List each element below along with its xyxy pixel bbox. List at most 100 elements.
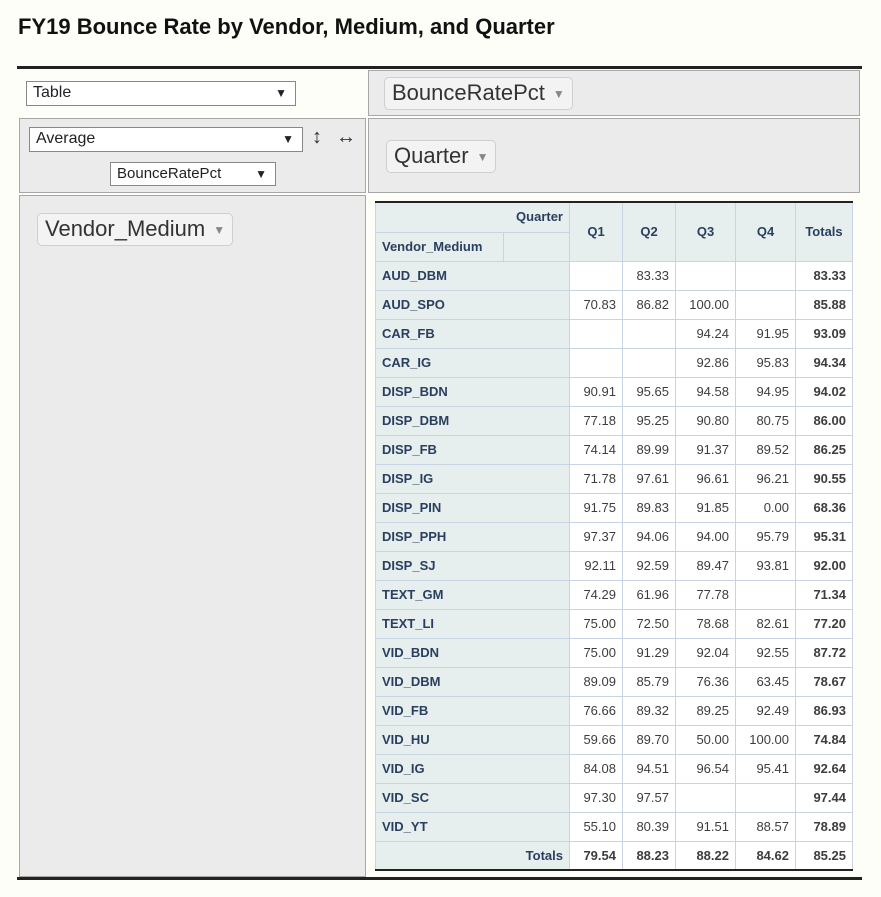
row-label: VID_YT bbox=[375, 811, 570, 842]
row-attr-header-spacer bbox=[503, 231, 570, 262]
table-cell: 80.39 bbox=[622, 811, 676, 842]
row-label: TEXT_GM bbox=[375, 579, 570, 610]
table-cell: 94.06 bbox=[622, 521, 676, 552]
table-cell: 77.78 bbox=[675, 579, 736, 610]
col-order-toggle-icon[interactable]: ↔ bbox=[336, 126, 356, 148]
row-label: VID_BDN bbox=[375, 637, 570, 668]
table-cell: 90.80 bbox=[675, 405, 736, 436]
col-header-q4: Q4 bbox=[735, 201, 796, 262]
row-total: 77.20 bbox=[795, 608, 853, 639]
row-label: TEXT_LI bbox=[375, 608, 570, 639]
table-cell: 95.41 bbox=[735, 753, 796, 784]
table-cell: 95.79 bbox=[735, 521, 796, 552]
table-cell: 78.68 bbox=[675, 608, 736, 639]
table-row: VID_HU 59.66 89.70 50.00 100.00 74.84 bbox=[375, 724, 853, 755]
table-cell bbox=[622, 347, 676, 378]
row-total: 94.34 bbox=[795, 347, 853, 378]
row-label: CAR_IG bbox=[375, 347, 570, 378]
table-corner bbox=[375, 201, 504, 233]
aggregator-select-value: Average bbox=[36, 130, 96, 147]
attribute-pill-bounceratepct[interactable]: BounceRatePct ▼ bbox=[384, 77, 573, 111]
table-row: DISP_FB 74.14 89.99 91.37 89.52 86.25 bbox=[375, 434, 853, 465]
top-divider bbox=[17, 66, 862, 69]
attribute-pill-label: BounceRatePct bbox=[392, 80, 545, 105]
row-label: CAR_FB bbox=[375, 318, 570, 349]
row-label: VID_IG bbox=[375, 753, 570, 784]
row-order-toggle-icon[interactable]: ↕ bbox=[312, 126, 322, 148]
aggregator-attribute-select[interactable]: BounceRatePct ▼ bbox=[110, 162, 276, 186]
attribute-pill-vendor-medium[interactable]: Vendor_Medium ▼ bbox=[37, 213, 234, 247]
table-cell bbox=[569, 347, 623, 378]
table-cell: 63.45 bbox=[735, 666, 796, 697]
table-cell: 94.95 bbox=[735, 376, 796, 407]
table-cell: 92.04 bbox=[675, 637, 736, 668]
row-total: 86.00 bbox=[795, 405, 853, 436]
table-cell: 61.96 bbox=[622, 579, 676, 610]
chevron-down-icon: ▼ bbox=[282, 132, 294, 146]
row-total: 85.88 bbox=[795, 289, 853, 320]
row-label: VID_DBM bbox=[375, 666, 570, 697]
renderer-select-value: Table bbox=[33, 84, 72, 101]
col-total-q2: 88.23 bbox=[622, 840, 676, 871]
row-label: AUD_SPO bbox=[375, 289, 570, 320]
row-label: DISP_DBM bbox=[375, 405, 570, 436]
renderer-select[interactable]: Table ▼ bbox=[26, 81, 296, 106]
attribute-pill-label: Vendor_Medium bbox=[45, 216, 206, 241]
row-total: 90.55 bbox=[795, 463, 853, 494]
table-row: AUD_SPO 70.83 86.82 100.00 85.88 bbox=[375, 289, 853, 320]
table-row: TEXT_LI 75.00 72.50 78.68 82.61 77.20 bbox=[375, 608, 853, 639]
table-cell: 89.99 bbox=[622, 434, 676, 465]
row-label: DISP_SJ bbox=[375, 550, 570, 581]
table-cell: 91.85 bbox=[675, 492, 736, 523]
table-cell: 75.00 bbox=[569, 608, 623, 639]
table-cell: 92.55 bbox=[735, 637, 796, 668]
table-cell: 94.51 bbox=[622, 753, 676, 784]
row-total: 86.93 bbox=[795, 695, 853, 726]
filter-triangle-icon[interactable]: ▼ bbox=[213, 223, 226, 238]
table-row: VID_DBM 89.09 85.79 76.36 63.45 78.67 bbox=[375, 666, 853, 697]
column-attributes-area: Quarter ▼ bbox=[368, 118, 860, 193]
table-cell: 96.21 bbox=[735, 463, 796, 494]
table-cell: 50.00 bbox=[675, 724, 736, 755]
filter-triangle-icon[interactable]: ▼ bbox=[552, 87, 565, 102]
chevron-down-icon: ▼ bbox=[275, 86, 287, 100]
table-cell: 96.61 bbox=[675, 463, 736, 494]
row-attributes-area: Vendor_Medium ▼ bbox=[19, 195, 366, 877]
bottom-divider bbox=[17, 877, 862, 880]
table-cell bbox=[569, 260, 623, 291]
table-cell: 92.49 bbox=[735, 695, 796, 726]
table-cell bbox=[675, 260, 736, 291]
table-cell: 100.00 bbox=[735, 724, 796, 755]
filter-triangle-icon[interactable]: ▼ bbox=[476, 150, 489, 165]
row-total: 92.64 bbox=[795, 753, 853, 784]
col-total-q4: 84.62 bbox=[735, 840, 796, 871]
table-cell: 97.61 bbox=[622, 463, 676, 494]
pivot-table: Quarter Q1 Q2 Q3 Q4 Totals Vendor_Medium… bbox=[375, 201, 853, 871]
aggregator-select[interactable]: Average ▼ bbox=[29, 127, 303, 152]
aggregator-attribute-value: BounceRatePct bbox=[117, 165, 222, 182]
row-label: DISP_PIN bbox=[375, 492, 570, 523]
col-total-q1: 79.54 bbox=[569, 840, 623, 871]
grand-total: 85.25 bbox=[795, 840, 853, 871]
pivot-table-container: Quarter Q1 Q2 Q3 Q4 Totals Vendor_Medium… bbox=[375, 201, 853, 871]
table-cell: 95.65 bbox=[622, 376, 676, 407]
attribute-pill-quarter[interactable]: Quarter ▼ bbox=[386, 140, 497, 174]
table-cell: 90.91 bbox=[569, 376, 623, 407]
table-cell bbox=[569, 318, 623, 349]
table-cell: 70.83 bbox=[569, 289, 623, 320]
col-attr-header: Quarter bbox=[503, 201, 570, 233]
row-total: 97.44 bbox=[795, 782, 853, 813]
table-cell: 0.00 bbox=[735, 492, 796, 523]
table-cell bbox=[735, 782, 796, 813]
table-cell: 95.25 bbox=[622, 405, 676, 436]
table-cell: 89.83 bbox=[622, 492, 676, 523]
table-cell: 85.79 bbox=[622, 666, 676, 697]
table-row: AUD_DBM 83.33 83.33 bbox=[375, 260, 853, 291]
table-cell: 91.95 bbox=[735, 318, 796, 349]
table-cell bbox=[675, 782, 736, 813]
table-cell: 77.18 bbox=[569, 405, 623, 436]
table-row: VID_BDN 75.00 91.29 92.04 92.55 87.72 bbox=[375, 637, 853, 668]
col-header-q2: Q2 bbox=[622, 201, 676, 262]
table-cell: 97.30 bbox=[569, 782, 623, 813]
table-cell: 75.00 bbox=[569, 637, 623, 668]
